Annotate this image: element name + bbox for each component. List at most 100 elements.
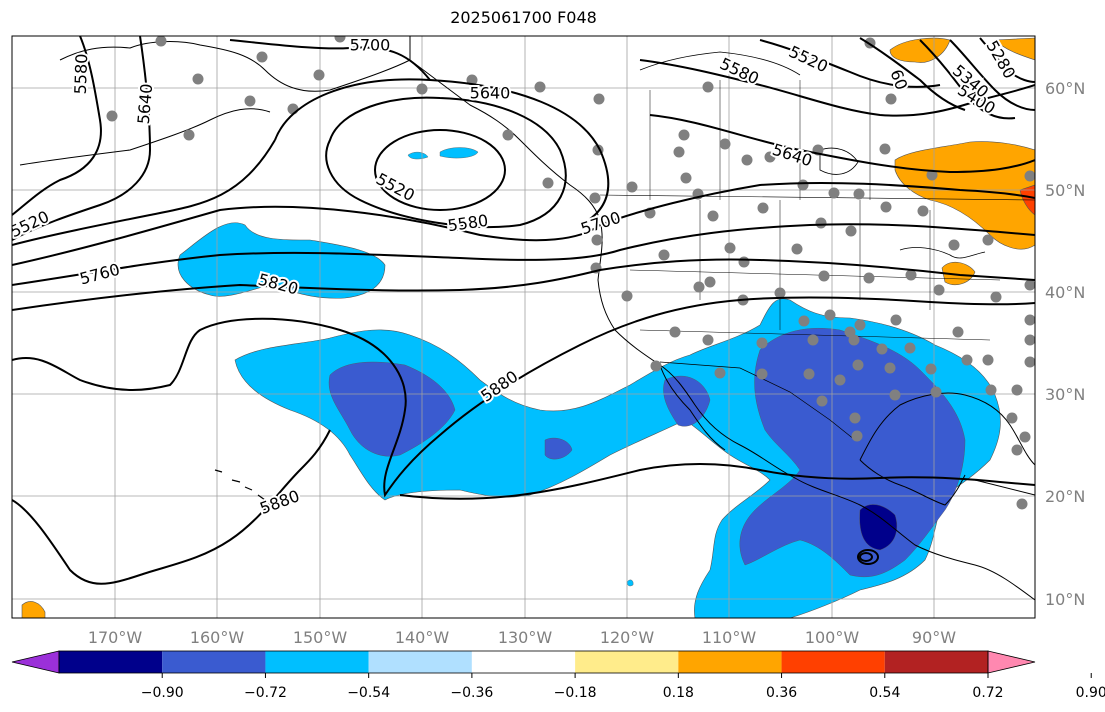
contour-small-low (857, 549, 879, 565)
station-marker (693, 281, 705, 293)
contour-label: 5580 (71, 53, 91, 94)
station-marker (1024, 279, 1035, 291)
station-marker (673, 146, 685, 158)
contour-5520-west (12, 139, 276, 246)
colorbar-segment (265, 651, 369, 673)
anomaly-region-darkblue (739, 328, 966, 578)
station-marker (313, 69, 325, 81)
latitude-label: 60°N (1045, 79, 1085, 98)
station-marker (542, 177, 554, 189)
station-marker (798, 315, 810, 327)
station-marker (155, 36, 167, 47)
station-marker (680, 172, 692, 184)
station-marker (982, 354, 994, 366)
station-marker (952, 326, 964, 338)
station-marker (849, 412, 861, 424)
station-marker (815, 217, 827, 229)
anomaly-region-blue (626, 579, 634, 587)
contour-5640 (274, 78, 610, 226)
station-marker (1024, 356, 1035, 368)
contour-5880-mex (399, 463, 1035, 500)
contour-5760 (12, 223, 1035, 286)
station-marker (905, 269, 917, 281)
longitude-label: 110°W (702, 628, 757, 647)
anomaly-region-darkblue (663, 375, 711, 427)
colorbar-tick-label: 0.90 (1076, 685, 1105, 701)
station-marker (824, 309, 836, 321)
station-marker (756, 337, 768, 349)
station-marker (183, 129, 195, 141)
station-marker (880, 201, 892, 213)
contour-5700-zonal (12, 181, 1035, 266)
station-marker (803, 368, 815, 380)
colorbar-segment (884, 651, 988, 673)
contour-5520-low (374, 129, 506, 211)
colorbar-tick-label: −0.36 (450, 685, 493, 701)
station-marker (702, 334, 714, 346)
station-marker (1016, 498, 1028, 510)
station-marker (791, 243, 803, 255)
contour-5580 (325, 96, 567, 228)
station-marker (626, 181, 638, 193)
station-marker (985, 384, 997, 396)
station-marker (876, 343, 888, 355)
colorbar: −0.90 −0.72 −0.54 −0.36 −0.18 0.18 0.36 0.54 0.7… (11, 650, 1105, 701)
colorbar-segment (471, 651, 576, 673)
station-marker (930, 386, 942, 398)
station-marker (719, 138, 731, 150)
latitude-label: 30°N (1045, 385, 1085, 404)
station-marker (757, 202, 769, 214)
anomaly-region-blue (407, 151, 429, 160)
contour-label: 5640 (470, 84, 511, 103)
colorbar-tick-label: 0.36 (766, 685, 797, 701)
station-marker (948, 239, 960, 251)
station-marker (1011, 384, 1023, 396)
latitude-label: 50°N (1045, 181, 1085, 200)
station-marker (621, 290, 633, 302)
anomaly-region-orange (994, 37, 1035, 61)
station-marker (854, 319, 866, 331)
colorbar-tick-label: −0.72 (244, 685, 287, 701)
latitude-label: 10°N (1045, 590, 1085, 609)
station-marker (1024, 170, 1035, 182)
colorbar-segment (368, 651, 472, 673)
station-marker (589, 192, 601, 204)
station-marker (797, 179, 809, 191)
colorbar-segment (59, 651, 163, 673)
station-marker (807, 334, 819, 346)
station-marker (851, 430, 863, 442)
contour-5700 (229, 39, 431, 81)
station-marker (816, 395, 828, 407)
station-marker (879, 143, 891, 155)
coastlines (19, 36, 1035, 601)
station-marker (714, 367, 726, 379)
contour-5580-west (12, 36, 102, 216)
station-marker (961, 354, 973, 366)
longitude-label: 130°W (498, 628, 553, 647)
colorbar-segment (678, 651, 782, 673)
contour-5640-west (12, 36, 152, 241)
station-marker (192, 73, 204, 85)
station-marker (1011, 444, 1023, 456)
station-marker (244, 95, 256, 107)
contour-small-low-inner (859, 552, 873, 562)
station-marker (658, 249, 670, 261)
station-marker (650, 360, 662, 372)
anomaly-region-orange (21, 601, 46, 618)
anomaly-region-darkblue (328, 361, 456, 457)
contour-5880-south (12, 429, 331, 585)
contour-5280-east (979, 37, 1035, 83)
colorbar-outline (58, 650, 989, 674)
station-marker (334, 36, 346, 43)
station-marker (863, 272, 875, 284)
graticule (12, 36, 1035, 618)
latitude-label: 40°N (1045, 283, 1085, 302)
station-marker (885, 93, 897, 105)
colorbar-tick-label: −0.54 (347, 685, 390, 701)
colorbar-segment (781, 651, 885, 673)
station-marker (678, 129, 690, 141)
station-marker (818, 270, 830, 282)
station-marker (1019, 431, 1031, 443)
station-marker (933, 284, 945, 296)
station-marker (741, 154, 753, 166)
